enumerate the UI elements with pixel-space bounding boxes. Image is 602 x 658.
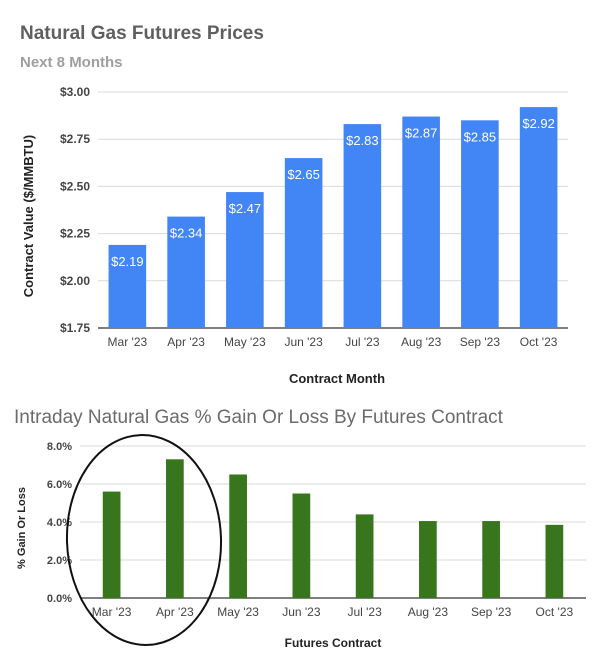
y-tick-label: $2.75 (60, 132, 90, 146)
bar (229, 474, 247, 598)
annotation-ellipse (65, 434, 223, 646)
chart1-bars (108, 107, 558, 328)
x-tick-label: Jul '23 (345, 335, 380, 349)
data-label: $2.87 (405, 126, 438, 141)
data-label: $2.85 (464, 129, 497, 144)
bar (102, 491, 121, 598)
bar (226, 192, 264, 328)
data-label: $2.65 (287, 167, 320, 182)
y-tick-label: $2.50 (60, 179, 90, 193)
data-label: $2.34 (170, 226, 203, 241)
x-tick-label: Mar '23 (92, 605, 132, 619)
x-tick-label: Apr '23 (167, 335, 205, 349)
chart2-x-axis-title: Futures Contract (285, 636, 382, 650)
chart1-x-axis-title: Contract Month (289, 371, 385, 386)
futures-prices-chart: Natural Gas Futures Prices Next 8 Months… (20, 23, 568, 386)
bar (519, 107, 558, 328)
x-tick-label: Aug '23 (408, 605, 449, 619)
x-tick-label: Mar '23 (108, 335, 148, 349)
x-tick-label: Jun '23 (284, 335, 323, 349)
bar (419, 521, 437, 598)
chart1-data-labels: $2.19 $2.34 $2.47 $2.65 $2.83 $2.87 $2.85 $2.92 (111, 116, 555, 269)
bar (166, 459, 184, 598)
data-label: $2.83 (346, 133, 379, 148)
bar (292, 493, 311, 598)
x-tick-label: Apr '23 (156, 605, 194, 619)
chart1-x-tick-labels: Mar '23 Apr '23 May '23 Jun '23 Jul '23 Aug '… (108, 335, 558, 349)
x-tick-label: May '23 (217, 605, 259, 619)
x-tick-label: Sep '23 (460, 335, 501, 349)
x-tick-label: Sep '23 (471, 605, 512, 619)
bar (108, 244, 147, 328)
x-tick-label: Jul '23 (347, 605, 382, 619)
y-tick-label: 6.0% (47, 479, 72, 491)
chart2-bars (102, 459, 564, 598)
x-tick-label: Oct '23 (520, 335, 558, 349)
bar (402, 116, 440, 328)
y-tick-label: 8.0% (47, 441, 72, 453)
y-tick-label: 2.0% (47, 555, 72, 567)
bar (482, 521, 500, 598)
x-tick-label: Aug '23 (401, 335, 442, 349)
y-tick-label: $2.25 (60, 227, 90, 241)
x-tick-label: Jun '23 (282, 605, 321, 619)
x-tick-label: May '23 (224, 335, 266, 349)
y-tick-label: 4.0% (47, 517, 72, 529)
data-label: $2.47 (229, 201, 262, 216)
y-tick-label: 0.0% (47, 593, 72, 605)
bar (355, 514, 374, 598)
bar (167, 216, 205, 328)
data-label: $2.92 (522, 116, 555, 131)
y-tick-label: $2.00 (60, 274, 90, 288)
bar (545, 524, 564, 598)
chart1-subtitle: Next 8 Months (20, 54, 123, 71)
y-tick-label: $1.75 (60, 321, 90, 335)
x-tick-label: Oct '23 (536, 605, 574, 619)
chart2-gridlines (80, 445, 586, 599)
chart2-x-tick-labels: Mar '23 Apr '23 May '23 Jun '23 Jul '23 Aug '… (92, 605, 574, 619)
chart2-y-axis-title: % Gain Or Loss (16, 487, 28, 569)
intraday-gain-chart: Intraday Natural Gas % Gain Or Loss By F… (14, 407, 586, 650)
y-tick-label: $3.00 (60, 85, 90, 99)
chart1-y-axis-title: Contract Value ($/MMBTU) (21, 135, 36, 298)
bar (284, 158, 323, 328)
data-label: $2.19 (111, 254, 144, 269)
chart1-y-tick-labels: $1.75 $2.00 $2.25 $2.50 $2.75 $3.00 (60, 85, 90, 335)
chart1-title: Natural Gas Futures Prices (20, 23, 264, 44)
bar (343, 124, 382, 328)
bar (461, 120, 499, 328)
chart2-title: Intraday Natural Gas % Gain Or Loss By F… (14, 407, 504, 428)
chart2-y-tick-labels: 0.0% 2.0% 4.0% 6.0% 8.0% (47, 441, 72, 605)
